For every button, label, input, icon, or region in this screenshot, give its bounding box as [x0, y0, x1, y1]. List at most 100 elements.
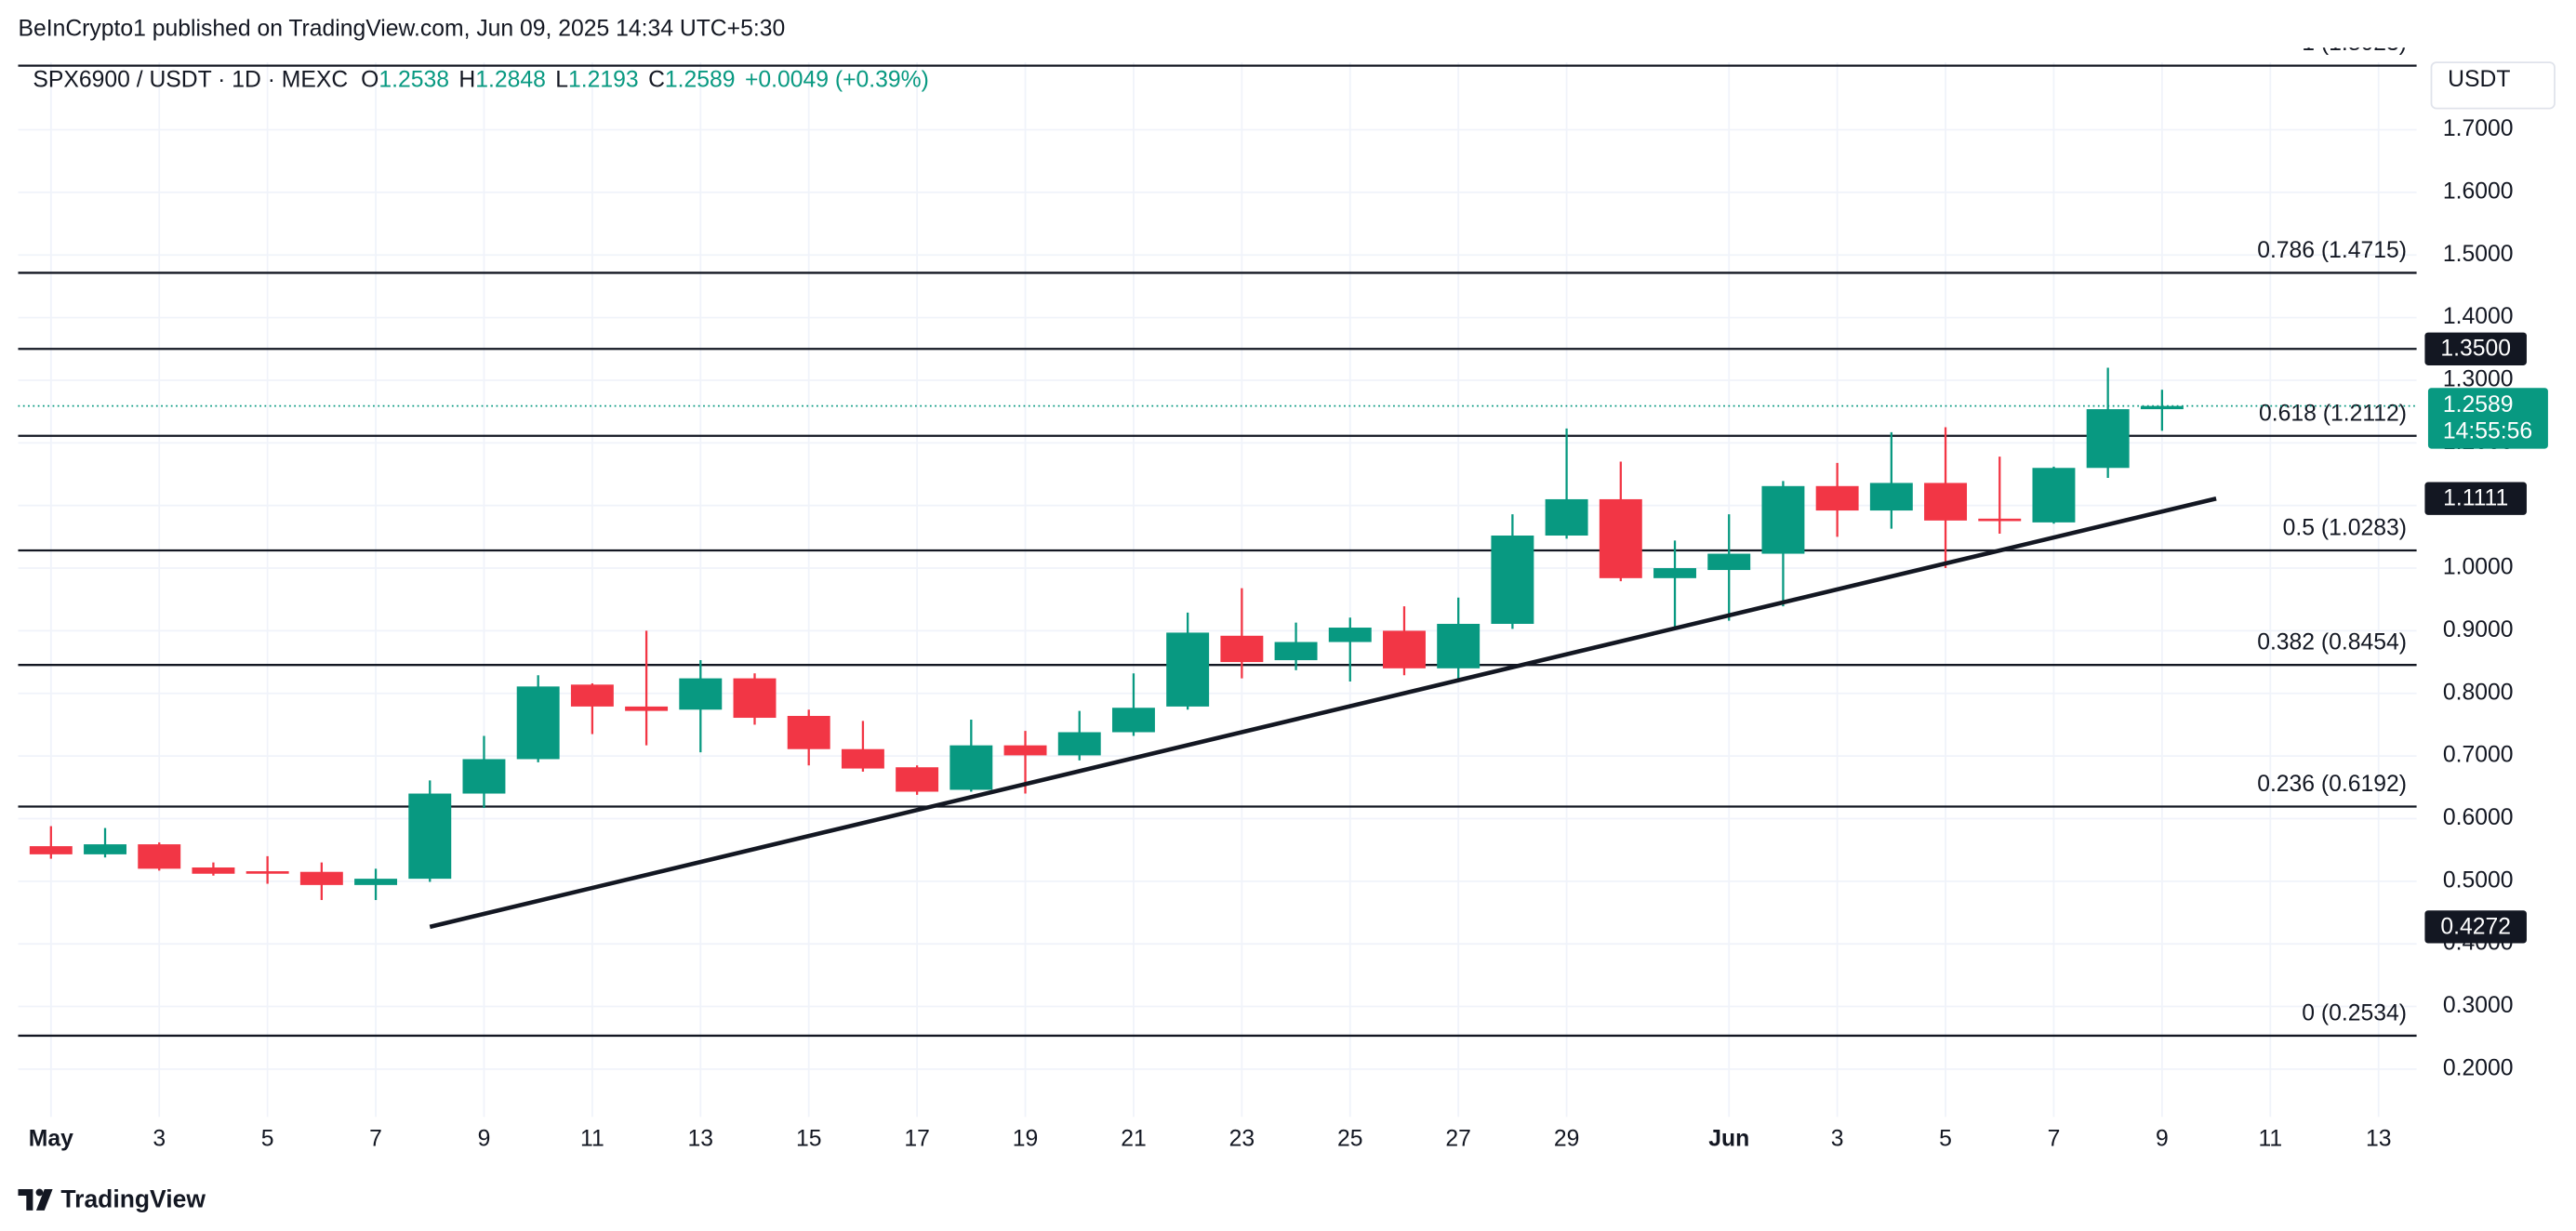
candle-body [1869, 483, 1913, 511]
fib-label: 0.5 (1.0283) [2283, 516, 2407, 541]
footer-logo [18, 1188, 53, 1211]
x-tick-label: 5 [1939, 1126, 1952, 1151]
legend-low: 1.2193 [568, 67, 639, 92]
current-price-label: 1.2589 [2443, 392, 2514, 417]
candle-body [299, 871, 343, 885]
candle-body [138, 844, 181, 869]
price-label-box [2424, 332, 2527, 365]
x-tick-label: 5 [261, 1126, 274, 1151]
legend-open: 1.2538 [378, 67, 449, 92]
candle-body [1057, 732, 1101, 756]
candle-body [192, 867, 235, 874]
legend-symbol: SPX6900 / USDT · 1D · MEXC [33, 67, 348, 92]
candle-body [1274, 642, 1318, 661]
candle-body [1761, 485, 1805, 554]
levels: 1 (1.8023) 0.786 (1.4715) 0.618 (1.2112) 0.… [18, 31, 2417, 1038]
candle-body [896, 767, 939, 792]
price-label-box [2424, 482, 2527, 515]
candle-body [516, 686, 560, 760]
candle-body [2032, 468, 2076, 523]
candle-body [462, 759, 506, 794]
x-tick-label: 3 [153, 1126, 166, 1151]
x-tick-label: 13 [2366, 1126, 2392, 1151]
current-price-box [2427, 388, 2548, 449]
x-tick-label: 21 [1121, 1126, 1147, 1151]
fib-label: 1 (1.8023) [2302, 31, 2407, 56]
legend-l: L [555, 67, 568, 92]
fib-label: 0 (0.2534) [2302, 1000, 2407, 1026]
x-tick-label: 11 [2258, 1126, 2282, 1151]
x-tick-label: 15 [796, 1126, 822, 1151]
price-label-box [2424, 910, 2527, 944]
price-label: 1.3500 [2440, 337, 2511, 362]
axis: 0.20000.30000.40000.50000.60000.70000.80… [29, 116, 2548, 1151]
candle-body [2086, 409, 2130, 469]
legend-o: O [361, 67, 378, 92]
candle-body [1003, 745, 1047, 756]
footer-brand: TradingView [60, 1185, 206, 1212]
legend: SPX6900 / USDT · 1D · MEXC O1.2538 H1.28… [33, 67, 928, 92]
candle-body [1328, 628, 1372, 642]
countdown-label: 14:55:56 [2443, 418, 2532, 443]
candle-body [1815, 485, 1859, 511]
y-tick-label: 1.6000 [2443, 179, 2514, 204]
trendline [429, 496, 2217, 930]
candle-body [1599, 498, 1642, 578]
candle-body [841, 748, 884, 769]
candle-body [570, 684, 614, 707]
candle-body [408, 793, 452, 880]
currency-box [2430, 61, 2556, 110]
legend-close: 1.2589 [665, 67, 736, 92]
x-tick-label: Jun [1708, 1126, 1749, 1151]
x-tick-label: 13 [688, 1126, 714, 1151]
x-tick-label: 19 [1013, 1126, 1038, 1151]
overlay [429, 496, 2217, 930]
candle-body [1383, 630, 1426, 668]
candle-body [1491, 536, 1534, 624]
x-tick-label: 29 [1554, 1126, 1580, 1151]
x-tick-label: 7 [2048, 1126, 2061, 1151]
y-tick-label: 0.5000 [2443, 867, 2514, 893]
fib-label: 0.786 (1.4715) [2257, 238, 2407, 263]
candle-body [679, 678, 723, 710]
y-tick-label: 1.3000 [2443, 366, 2514, 391]
candle-body [354, 879, 398, 885]
candle-body [1707, 553, 1751, 571]
candle-body [2140, 405, 2184, 410]
x-tick-label: 7 [369, 1126, 382, 1151]
publish-header: BeInCrypto1 published on TradingView.com… [18, 16, 785, 41]
y-tick-label: 1.5000 [2443, 242, 2514, 267]
x-tick-label: 9 [2156, 1126, 2169, 1151]
y-tick-label: 1.7000 [2443, 116, 2514, 141]
candle-body [949, 745, 993, 790]
candle-body [84, 844, 126, 854]
currency-label: USDT [2448, 67, 2510, 92]
candle-body [733, 678, 777, 719]
legend-c: C [648, 67, 665, 92]
fib-label: 0.236 (0.6192) [2257, 772, 2407, 797]
candle-body [1924, 483, 1968, 521]
y-tick-label: 0.2000 [2443, 1055, 2514, 1080]
x-tick-label: 11 [580, 1126, 604, 1151]
fib-label: 0.382 (0.8454) [2257, 630, 2407, 655]
legend-change: +0.0049 (+0.39%) [745, 67, 929, 92]
candle-body [29, 846, 73, 854]
y-tick-label: 0.7000 [2443, 743, 2514, 768]
fib-label: 0.618 (1.2112) [2259, 401, 2407, 426]
logo-dot [35, 1188, 44, 1197]
candle-body [246, 871, 289, 874]
y-tick-label: 0.6000 [2443, 805, 2514, 830]
grid [18, 62, 2417, 1118]
candle-body [1166, 632, 1210, 707]
price-label: 0.4272 [2440, 914, 2511, 939]
legend-h: H [458, 67, 475, 92]
y-tick-label: 0.9000 [2443, 617, 2514, 642]
x-tick-label: 3 [1831, 1126, 1844, 1151]
y-tick-label: 1.4000 [2443, 304, 2514, 329]
x-tick-label: 27 [1445, 1126, 1471, 1151]
candle-body [625, 706, 669, 711]
logo-icon [18, 1188, 53, 1211]
y-tick-label: 0.3000 [2443, 993, 2514, 1018]
